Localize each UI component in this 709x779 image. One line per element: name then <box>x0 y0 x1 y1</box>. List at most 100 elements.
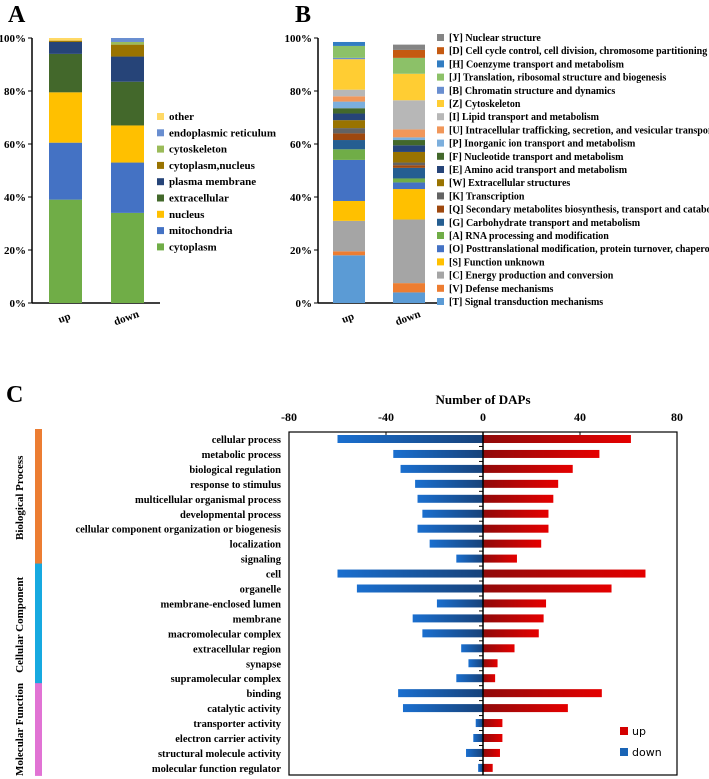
legend-label: up <box>632 725 646 738</box>
bar-segment <box>111 212 144 303</box>
category-label: extracellular region <box>193 644 281 655</box>
bar-segment <box>393 129 425 138</box>
bar-segment <box>393 100 425 130</box>
x-tick-label: down <box>112 308 140 328</box>
bar-down <box>422 509 483 518</box>
bar-segment <box>49 41 82 54</box>
legend-label: [B] Chromatin structure and dynamics <box>449 86 615 97</box>
bar-up <box>483 719 503 728</box>
category-label: macromolecular complex <box>168 629 282 640</box>
bar-segment <box>393 165 425 168</box>
legend-swatch <box>620 748 628 756</box>
bar-down <box>393 449 483 458</box>
legend-swatch <box>620 727 628 735</box>
y-tick-label: 40% <box>290 192 312 204</box>
legend-swatch <box>437 192 444 200</box>
group-label: Molecular Function <box>14 683 26 776</box>
bar-up <box>483 584 612 593</box>
legend-swatch <box>157 178 164 186</box>
bar-segment <box>333 113 365 121</box>
bar-segment <box>393 44 425 50</box>
group-bar <box>35 683 42 776</box>
bar-segment <box>111 81 144 126</box>
y-tick-label: 80% <box>290 86 312 98</box>
bar-down <box>461 644 483 653</box>
legend-label: [G] Carbohydrate transport and metabolis… <box>449 218 641 229</box>
bar-segment <box>111 162 144 213</box>
bar-segment <box>393 145 425 152</box>
legend-label: [H] Coenzyme transport and metabolism <box>449 59 625 70</box>
bar-down <box>356 584 483 593</box>
category-label: molecular function regulator <box>152 764 281 775</box>
bar-down <box>456 674 483 683</box>
bar-down <box>468 659 483 668</box>
legend-swatch <box>437 152 444 160</box>
category-label: synapse <box>246 659 281 670</box>
bar-up <box>483 599 547 608</box>
bar-segment <box>393 73 425 101</box>
legend-swatch <box>437 47 444 55</box>
bar-segment <box>333 59 365 90</box>
bar-segment <box>333 96 365 102</box>
bar-down <box>478 763 483 772</box>
category-label: multicellular organismal process <box>135 495 281 506</box>
y-tick-label: 60% <box>4 139 26 151</box>
bar-down <box>417 494 483 503</box>
legend-label: [T] Signal transduction mechanisms <box>449 297 603 308</box>
bar-segment <box>111 38 144 42</box>
bar-segment <box>333 120 365 129</box>
legend-label: cytoplasm,nucleus <box>169 160 256 172</box>
panel-label-c: C <box>6 382 24 408</box>
legend-swatch <box>157 210 164 218</box>
bar-up <box>483 554 517 563</box>
bar-segment <box>393 162 425 166</box>
y-tick-label: 100% <box>0 33 26 45</box>
bar-up <box>483 524 549 533</box>
bar-segment <box>49 53 82 93</box>
bar-segment <box>333 41 365 46</box>
y-tick-label: 100% <box>285 33 313 45</box>
legend-swatch <box>437 218 444 226</box>
bar-segment <box>393 49 425 58</box>
category-label: developmental process <box>180 510 281 521</box>
category-label: metabolic process <box>202 450 281 461</box>
bar-segment <box>333 200 365 221</box>
bar-down <box>456 554 483 563</box>
legend-swatch <box>437 126 444 134</box>
bar-down <box>337 435 483 443</box>
bar-up <box>483 763 493 772</box>
bar-up <box>483 704 568 713</box>
legend-label: [C] Energy production and conversion <box>449 271 614 282</box>
legend-swatch <box>437 245 444 253</box>
y-tick-label: 20% <box>290 245 312 257</box>
legend-label: [Q] Secondary metabolites biosynthesis, … <box>449 205 709 216</box>
category-label: biological regulation <box>189 465 281 476</box>
bar-up <box>483 509 549 518</box>
category-label: cell <box>266 570 281 581</box>
group-label: Cellular Component <box>14 577 26 673</box>
bar-segment <box>49 199 82 303</box>
bar-down <box>436 599 483 608</box>
legend-label: mitochondria <box>169 225 233 237</box>
legend-label: [Y] Nuclear structure <box>449 33 541 44</box>
legend-label: down <box>632 746 662 759</box>
bar-segment <box>333 149 365 160</box>
bar-down <box>412 614 483 623</box>
group-bar <box>35 429 42 567</box>
x-tick-label: 0 <box>480 410 486 424</box>
legend-swatch <box>437 205 444 213</box>
legend-swatch <box>157 161 164 169</box>
group-bar <box>35 563 42 687</box>
bar-segment <box>111 44 144 57</box>
bar-segment <box>333 128 365 134</box>
legend-label: [V] Defense mechanisms <box>449 284 554 295</box>
legend-swatch <box>437 139 444 147</box>
bar-segment <box>333 45 365 58</box>
legend-label: [O] Posttranslational modification, prot… <box>449 244 709 255</box>
legend-swatch <box>437 166 444 173</box>
category-label: response to stimulus <box>190 480 281 491</box>
bar-segment <box>393 57 425 74</box>
bar-segment <box>333 255 365 303</box>
legend-label: cytoskeleton <box>169 144 227 156</box>
